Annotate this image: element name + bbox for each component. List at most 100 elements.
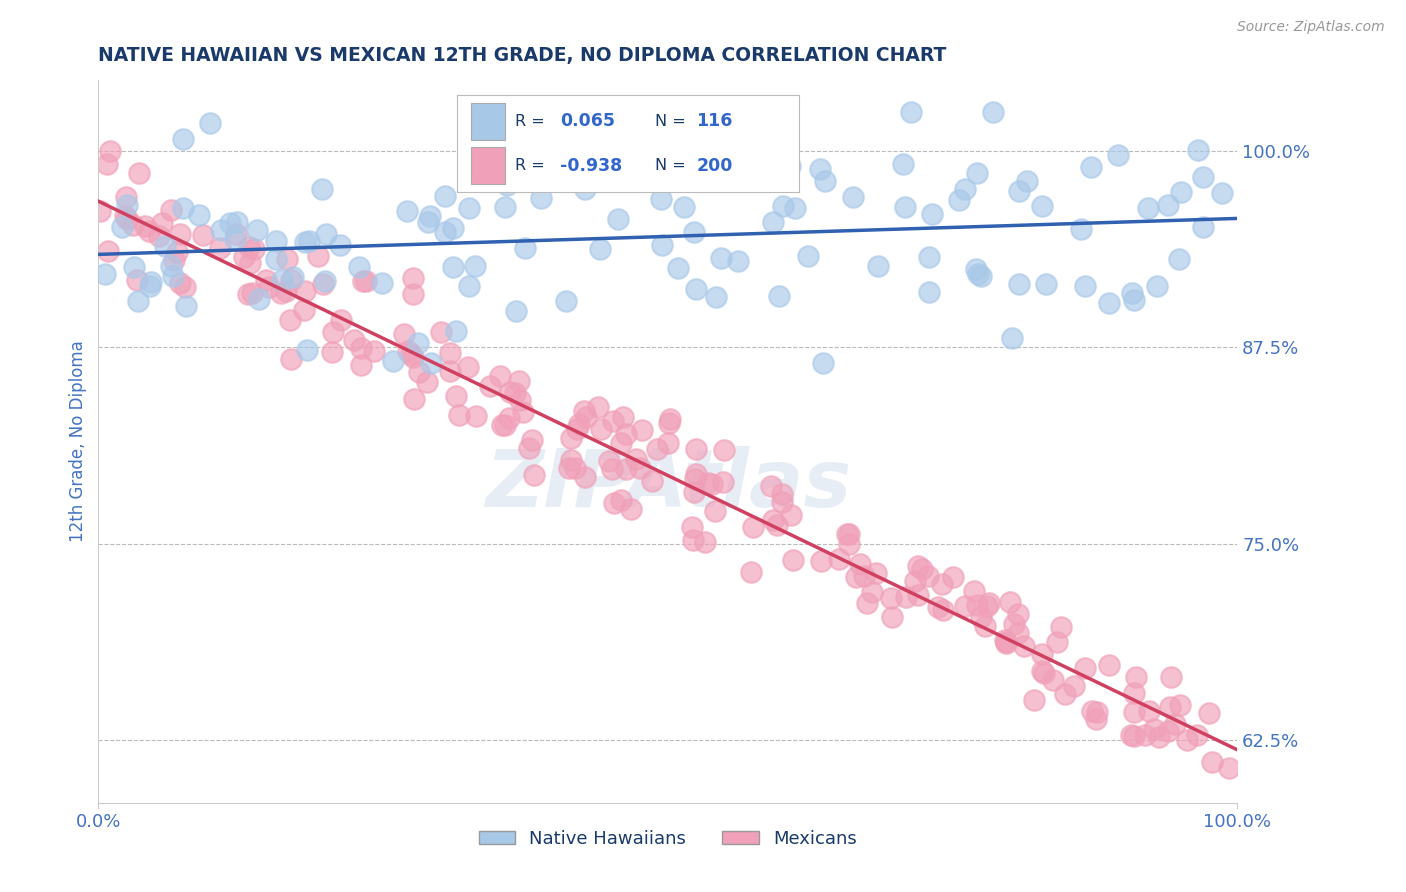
Point: [1017, 173, 1039, 187]
Point: [530, 191, 553, 205]
Point: [1187, 728, 1209, 742]
Point: [264, 235, 287, 249]
Point: [1175, 733, 1198, 747]
Legend: Native Hawaiians, Mexicans: Native Hawaiians, Mexicans: [471, 822, 865, 855]
Point: [193, 227, 215, 242]
Point: [169, 227, 191, 241]
Point: [932, 603, 955, 617]
Point: [1125, 670, 1147, 684]
Point: [489, 369, 512, 384]
Point: [572, 404, 595, 418]
Point: [307, 249, 329, 263]
Point: [683, 484, 706, 499]
Point: [246, 222, 269, 236]
Point: [314, 274, 336, 288]
Point: [574, 410, 596, 425]
Point: [765, 517, 787, 532]
Point: [641, 475, 664, 489]
Point: [628, 460, 651, 475]
Point: [122, 218, 145, 232]
Point: [849, 557, 872, 571]
Point: [420, 356, 443, 370]
Point: [713, 442, 735, 457]
Point: [449, 409, 471, 423]
Point: [499, 384, 522, 399]
Point: [347, 260, 370, 274]
Point: [444, 389, 467, 403]
Point: [433, 225, 456, 239]
Point: [1050, 620, 1073, 634]
Point: [1031, 199, 1053, 213]
Point: [330, 313, 353, 327]
Text: NATIVE HAWAIIAN VS MEXICAN 12TH GRADE, NO DIPLOMA CORRELATION CHART: NATIVE HAWAIIAN VS MEXICAN 12TH GRADE, N…: [98, 45, 946, 65]
Point: [808, 161, 831, 176]
Point: [963, 583, 986, 598]
Point: [907, 588, 929, 602]
Point: [893, 157, 915, 171]
Point: [853, 569, 876, 583]
Point: [860, 585, 883, 599]
Point: [651, 238, 673, 252]
Point: [1133, 728, 1156, 742]
Point: [842, 190, 865, 204]
Point: [441, 260, 464, 275]
Point: [517, 441, 540, 455]
Point: [138, 224, 160, 238]
Point: [396, 203, 419, 218]
Point: [494, 200, 516, 214]
Point: [281, 269, 304, 284]
Point: [434, 189, 457, 203]
Point: [797, 249, 820, 263]
Point: [1098, 295, 1121, 310]
Point: [620, 502, 643, 516]
Point: [457, 360, 479, 375]
Point: [174, 299, 197, 313]
Point: [900, 104, 922, 119]
Point: [1022, 693, 1045, 707]
Point: [1001, 331, 1024, 345]
Point: [838, 537, 860, 551]
Point: [1191, 170, 1213, 185]
Point: [762, 513, 785, 527]
Point: [125, 272, 148, 286]
Point: [89, 204, 111, 219]
Point: [1143, 723, 1166, 737]
Point: [458, 279, 481, 293]
Point: [464, 409, 486, 424]
Point: [927, 599, 949, 614]
Point: [247, 292, 270, 306]
Point: [598, 454, 620, 468]
Point: [810, 553, 832, 567]
Point: [770, 495, 793, 509]
Point: [312, 277, 335, 292]
Point: [160, 202, 183, 217]
Point: [673, 200, 696, 214]
Point: [321, 345, 343, 359]
Point: [693, 535, 716, 549]
Point: [371, 277, 394, 291]
Point: [329, 238, 352, 252]
Point: [402, 286, 425, 301]
Point: [240, 286, 263, 301]
Point: [685, 282, 707, 296]
Point: [127, 293, 149, 308]
Point: [257, 280, 280, 294]
Point: [1046, 635, 1069, 649]
Point: [399, 346, 422, 360]
Point: [254, 273, 277, 287]
Point: [172, 201, 194, 215]
Point: [740, 566, 762, 580]
Point: [1122, 729, 1144, 743]
Point: [1160, 670, 1182, 684]
Point: [658, 412, 681, 426]
Point: [917, 251, 939, 265]
Point: [93, 267, 115, 281]
Point: [835, 527, 858, 541]
Point: [503, 386, 526, 401]
Point: [172, 132, 194, 146]
Point: [976, 599, 998, 613]
Point: [1187, 143, 1209, 157]
Point: [1119, 728, 1142, 742]
Point: [352, 275, 374, 289]
Point: [139, 278, 162, 293]
